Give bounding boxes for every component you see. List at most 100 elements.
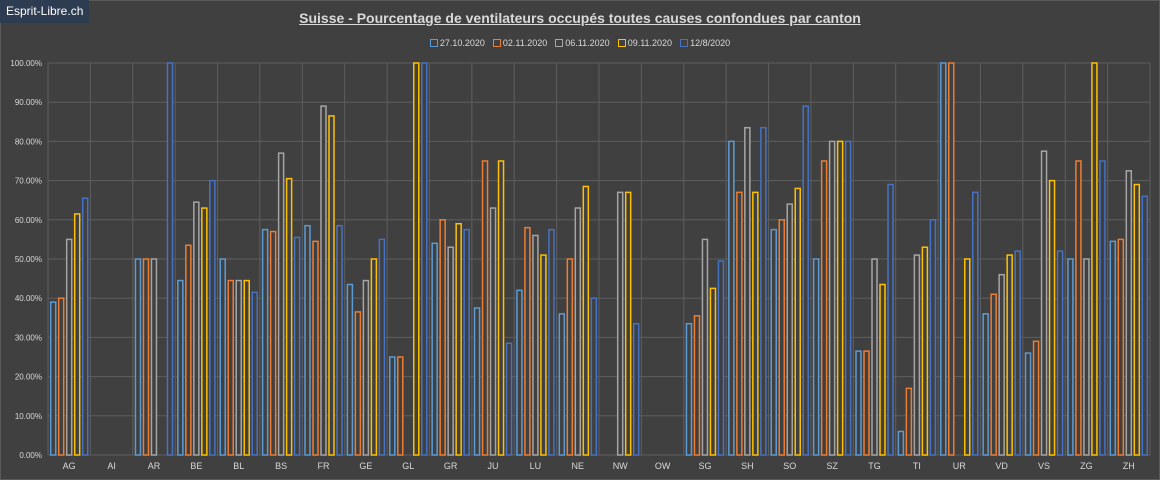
bar-fr-1 — [312, 240, 319, 456]
bar-gr-0 — [431, 242, 438, 456]
x-tick-label: AG — [63, 461, 76, 471]
bar-fr-4 — [336, 224, 343, 456]
x-tick-label: GE — [359, 461, 372, 471]
bar-ge-4 — [378, 238, 386, 456]
bar-ne-2 — [574, 207, 582, 456]
y-tick-label: 30.00% — [15, 333, 42, 342]
bar-tg-2 — [871, 258, 878, 456]
bar-sg-0 — [685, 322, 693, 456]
bar-bl-4 — [251, 291, 258, 456]
x-tick-label: VS — [1038, 461, 1050, 471]
bar-ag-0 — [49, 301, 57, 456]
bar-lu-1 — [524, 226, 531, 456]
bar-so-3 — [794, 187, 801, 456]
legend-label: 06.11.2020 — [565, 38, 610, 48]
bar-vs-1 — [1032, 340, 1040, 456]
x-tick-label: SG — [698, 461, 711, 471]
bar-vd-1 — [990, 293, 997, 456]
bar-bs-0 — [261, 228, 269, 456]
bar-ju-2 — [489, 207, 497, 456]
bar-zh-0 — [1109, 240, 1117, 456]
bar-be-3 — [201, 207, 208, 456]
bar-ge-2 — [362, 279, 370, 456]
bar-ur-0 — [940, 62, 947, 456]
bar-lu-3 — [540, 254, 547, 456]
bar-zh-3 — [1133, 183, 1141, 456]
bar-bl-1 — [227, 279, 234, 456]
legend-label: 02.11.2020 — [502, 38, 548, 48]
bar-ti-1 — [905, 387, 913, 456]
x-tick-label: SH — [741, 461, 754, 471]
legend-label: 12/8/2020 — [690, 38, 731, 48]
bar-zh-2 — [1125, 170, 1133, 456]
bar-gr-3 — [455, 222, 462, 456]
x-tick-label: TI — [913, 461, 921, 471]
bar-ti-3 — [921, 246, 929, 456]
bar-sz-4 — [844, 140, 852, 456]
bar-ne-4 — [590, 297, 598, 456]
x-tick-label: NE — [572, 461, 585, 471]
bar-nw-2 — [616, 191, 624, 456]
bar-ag-3 — [73, 213, 81, 456]
bar-ar-2 — [150, 258, 158, 456]
bar-sz-3 — [836, 140, 844, 456]
bar-fr-3 — [328, 115, 335, 456]
y-tick-label: 10.00% — [15, 412, 42, 421]
bar-so-4 — [802, 105, 809, 456]
bar-sh-2 — [744, 126, 751, 456]
y-tick-label: 70.00% — [15, 177, 42, 186]
bar-vs-2 — [1040, 150, 1048, 456]
bar-ur-1 — [948, 62, 955, 456]
x-tick-label: OW — [655, 461, 671, 471]
bar-gl-0 — [389, 356, 396, 456]
bar-zg-1 — [1075, 160, 1082, 456]
legend-swatch — [492, 39, 501, 47]
legend-item: 06.11.2020 — [555, 38, 610, 48]
bar-ag-2 — [65, 238, 73, 456]
bar-ne-1 — [566, 258, 574, 456]
bar-ne-3 — [582, 185, 590, 456]
chart-bars — [49, 62, 1149, 456]
bar-fr-2 — [320, 105, 327, 456]
bar-bs-2 — [277, 152, 285, 456]
bar-ur-3 — [964, 258, 971, 456]
bar-tg-3 — [879, 283, 886, 456]
bar-gl-4 — [421, 62, 428, 456]
bar-lu-2 — [532, 234, 539, 456]
bar-vs-0 — [1024, 352, 1032, 456]
legend-item: 09.11.2020 — [617, 38, 672, 48]
bar-so-0 — [770, 228, 777, 456]
bar-ar-0 — [134, 258, 142, 456]
bar-vd-2 — [998, 273, 1005, 456]
bar-vd-4 — [1014, 250, 1021, 456]
bar-vs-4 — [1056, 250, 1064, 456]
x-tick-label: VD — [995, 461, 1008, 471]
bar-bl-2 — [235, 279, 242, 456]
x-tick-label: GL — [402, 461, 414, 471]
bar-zh-1 — [1117, 238, 1125, 456]
bar-fr-0 — [304, 224, 311, 456]
bar-gl-3 — [413, 62, 420, 456]
bar-ti-0 — [897, 430, 905, 456]
bar-vd-0 — [982, 313, 989, 456]
bar-ti-2 — [913, 254, 921, 456]
y-tick-label: 100.00% — [10, 59, 42, 68]
bar-ti-4 — [929, 219, 937, 456]
chart-labels: 0.00% 10.00% 20.00% 30.00% 40.00% 50.00% 60.00… — [10, 59, 1134, 471]
bar-zh-4 — [1141, 195, 1149, 456]
bar-zg-2 — [1083, 258, 1090, 456]
bar-be-4 — [209, 179, 216, 456]
bar-ge-3 — [370, 258, 378, 456]
bar-sz-1 — [820, 160, 828, 456]
chart-title: Suisse - Pourcentage de ventilateurs occ… — [299, 10, 861, 26]
bar-be-2 — [193, 201, 200, 456]
bar-gr-1 — [439, 219, 446, 456]
bar-sh-3 — [752, 191, 759, 456]
legend-swatch — [429, 39, 438, 47]
bar-bl-3 — [243, 279, 250, 456]
x-tick-label: FR — [318, 461, 330, 471]
bar-sh-4 — [760, 126, 767, 456]
y-tick-label: 50.00% — [15, 255, 42, 264]
bar-gr-4 — [463, 228, 470, 456]
bar-sh-0 — [728, 140, 735, 456]
